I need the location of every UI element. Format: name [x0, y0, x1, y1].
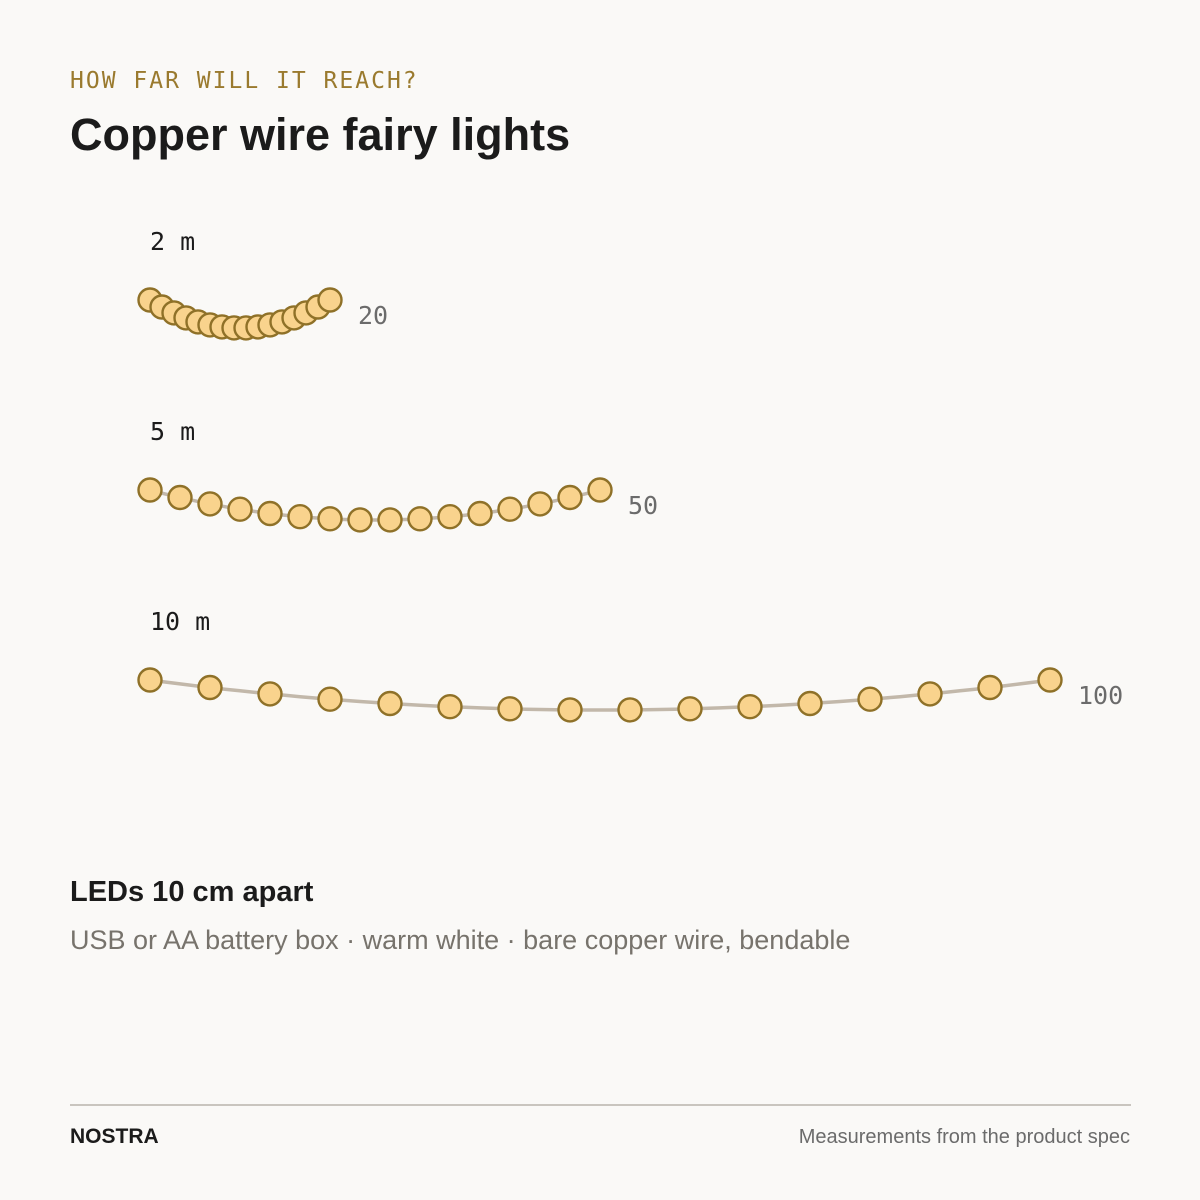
strand-leds	[137, 287, 343, 341]
led-bulb	[497, 696, 523, 722]
led-bulb	[437, 694, 463, 720]
strand-led-count: 20	[358, 301, 388, 330]
led-bulb	[527, 491, 553, 517]
led-bulb	[257, 681, 283, 707]
led-bulb	[167, 484, 193, 511]
led-bulb	[557, 697, 583, 723]
strand-length-label: 10 m	[150, 607, 210, 636]
strand-5m: 5 m 50	[137, 417, 658, 533]
strand-wire	[149, 678, 1051, 712]
led-bulb	[557, 484, 583, 511]
eyebrow-heading: HOW FAR WILL IT REACH?	[70, 68, 419, 94]
strand-2m: 2 m 20	[137, 227, 388, 341]
strand-10m: 10 m 100	[137, 607, 1123, 723]
led-bulb	[377, 507, 403, 533]
led-bulb	[137, 477, 163, 503]
led-bulb	[467, 500, 493, 527]
led-bulb	[737, 694, 763, 720]
brand-name: NOSTRA	[70, 1125, 159, 1148]
led-bulb	[377, 690, 403, 717]
strand-leds	[137, 667, 1063, 723]
led-bulb	[347, 507, 373, 533]
led-bulb	[797, 690, 823, 717]
led-bulb	[1037, 667, 1063, 693]
led-bulb	[257, 500, 283, 527]
led-bulb	[497, 496, 523, 522]
led-bulb	[287, 504, 313, 530]
page-title: Copper wire fairy lights	[70, 109, 571, 160]
led-bulb	[317, 686, 343, 712]
led-bulb	[197, 491, 223, 517]
strand-length-label: 2 m	[150, 227, 195, 256]
led-bulb	[227, 496, 253, 522]
footer-divider	[70, 1104, 1131, 1106]
led-bulb	[137, 667, 163, 693]
led-bulb	[437, 504, 463, 530]
strand-led-count: 100	[1078, 681, 1123, 710]
led-spacing-label: LEDs 10 cm apart	[70, 876, 314, 908]
led-bulb	[977, 674, 1003, 701]
led-bulb	[917, 681, 943, 707]
led-bulb	[317, 287, 343, 313]
strand-wire	[149, 488, 601, 522]
strand-led-count: 50	[628, 491, 658, 520]
strand-leds	[137, 477, 613, 533]
led-bulb	[317, 506, 343, 532]
led-bulb	[407, 506, 433, 532]
source-note: Measurements from the product spec	[798, 1126, 1130, 1148]
led-bulb	[857, 686, 883, 712]
strand-length-label: 5 m	[150, 417, 195, 446]
led-bulb	[197, 674, 223, 701]
led-bulb	[677, 696, 703, 722]
product-details: USB or AA battery box · warm white · bar…	[70, 925, 851, 955]
led-bulb	[587, 477, 613, 503]
led-bulb	[617, 697, 643, 723]
